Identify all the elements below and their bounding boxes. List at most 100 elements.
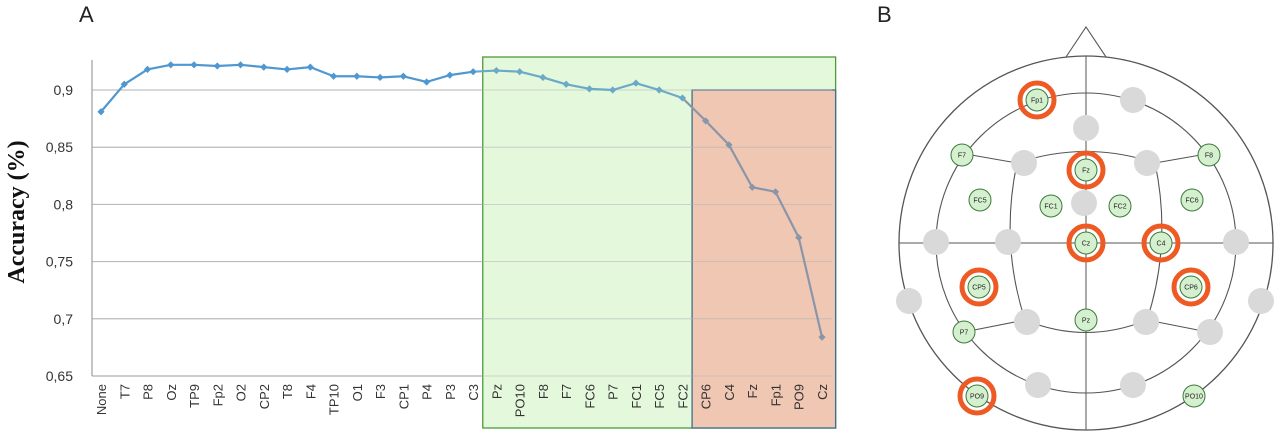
unused-electrode <box>1134 150 1160 176</box>
data-point <box>609 86 617 94</box>
electrode <box>952 320 976 344</box>
x-tick-label: P3 <box>443 384 458 400</box>
data-point <box>748 183 756 191</box>
data-point <box>795 233 803 242</box>
series-segment <box>704 120 730 146</box>
x-tick-label: TP9 <box>187 384 202 408</box>
data-point <box>376 73 384 82</box>
data-point <box>260 63 268 71</box>
x-tick-label: FC2 <box>675 384 690 409</box>
x-tick-label: CP6 <box>699 384 714 409</box>
electrode-label: CP6 <box>1184 285 1198 292</box>
x-tick-label: P7 <box>606 384 621 400</box>
data-point <box>632 79 640 87</box>
series-segment <box>123 68 149 86</box>
data-point <box>655 86 663 94</box>
series-segment <box>286 66 311 71</box>
unused-electrode <box>1133 309 1159 335</box>
panel-a-label: A <box>79 2 94 27</box>
unused-electrode <box>1011 150 1037 176</box>
electrode <box>1179 275 1203 299</box>
x-tick-label: CP1 <box>396 384 411 409</box>
nose-outline <box>1064 26 1108 58</box>
x-tick-label: FC6 <box>582 384 597 409</box>
electrode-label: F7 <box>958 153 966 160</box>
data-point <box>236 61 245 69</box>
unused-electrode <box>1223 229 1249 255</box>
data-point <box>399 72 407 80</box>
y-tick-label: 0,8 <box>54 196 74 212</box>
data-point <box>469 68 477 76</box>
x-tick-label: F4 <box>303 384 318 399</box>
electrode <box>1074 158 1098 182</box>
x-tick-label: TP10 <box>327 384 342 415</box>
electrode <box>1182 384 1206 408</box>
series-segment <box>193 63 218 68</box>
data-point <box>516 68 524 76</box>
y-tick-label: 0,85 <box>46 139 73 155</box>
series-segment <box>752 186 776 193</box>
x-tick-label: Cz <box>815 384 830 400</box>
x-tick-label: T8 <box>280 384 295 399</box>
electrode-label: F8 <box>1205 153 1213 160</box>
data-point <box>771 188 780 196</box>
series-segment <box>681 97 707 122</box>
data-point <box>818 333 826 341</box>
electrode <box>1108 194 1132 218</box>
electrode <box>950 143 974 167</box>
data-point <box>492 66 500 75</box>
x-tick-label: T7 <box>117 384 132 399</box>
unused-electrode <box>1071 190 1097 216</box>
x-tick-label: F3 <box>373 384 388 399</box>
electrode <box>1039 194 1063 218</box>
series-segment <box>309 66 334 78</box>
electrode <box>967 275 991 299</box>
data-point <box>423 78 431 86</box>
electrode <box>1074 308 1098 332</box>
series-segment <box>612 82 637 92</box>
x-tick-label: F7 <box>559 384 574 399</box>
series-segment <box>449 70 474 77</box>
y-tick-label: 0,65 <box>46 368 73 384</box>
y-tick-label: 0,75 <box>46 254 73 270</box>
panel-b-label: B <box>877 2 892 27</box>
data-point <box>702 117 710 125</box>
x-tick-label: P4 <box>420 384 435 400</box>
data-point <box>143 65 152 74</box>
selected-ring <box>959 267 999 307</box>
unused-electrode <box>896 288 922 314</box>
selected-ring <box>1171 267 1211 307</box>
x-tick-label: C3 <box>466 384 481 401</box>
selected-ring <box>957 376 997 416</box>
x-tick-label: Fp1 <box>768 384 783 406</box>
series-segment <box>100 83 126 113</box>
y-tick-label: 0,9 <box>54 82 74 98</box>
x-tick-label: FC5 <box>652 384 667 409</box>
unused-electrode <box>923 229 949 255</box>
electrode-label: C4 <box>1157 241 1166 248</box>
electrode-label: CP5 <box>972 285 986 292</box>
electrode-label: FC2 <box>1113 204 1126 211</box>
series-segment <box>797 237 824 338</box>
data-point <box>725 141 733 149</box>
x-tick-label: F8 <box>536 384 551 399</box>
selected-ring <box>1066 150 1106 190</box>
electrode <box>1025 88 1049 112</box>
data-point <box>585 85 594 93</box>
y-tick-label: 0,7 <box>54 311 74 327</box>
series-segment <box>217 63 241 68</box>
series-segment <box>728 144 754 188</box>
electrode-label: Pz <box>1082 318 1091 325</box>
selected-ring <box>1066 223 1106 263</box>
electrode-label: FC1 <box>1044 204 1057 211</box>
series-segment <box>774 191 800 239</box>
y-axis-label: Accuracy (%) <box>4 140 30 283</box>
electrode-label: Cz <box>1082 241 1091 248</box>
electrode-label: PO9 <box>970 394 984 401</box>
series-segment <box>473 69 497 73</box>
accuracy-chart: 0,65 0,7 0,75 0,8 0,85 0,9 None T7 P8 Oz TP9 Fp2 O2 C… <box>46 56 837 429</box>
x-tick-label: None <box>94 384 109 415</box>
series-segment <box>380 75 404 79</box>
unused-electrode <box>1120 372 1146 398</box>
